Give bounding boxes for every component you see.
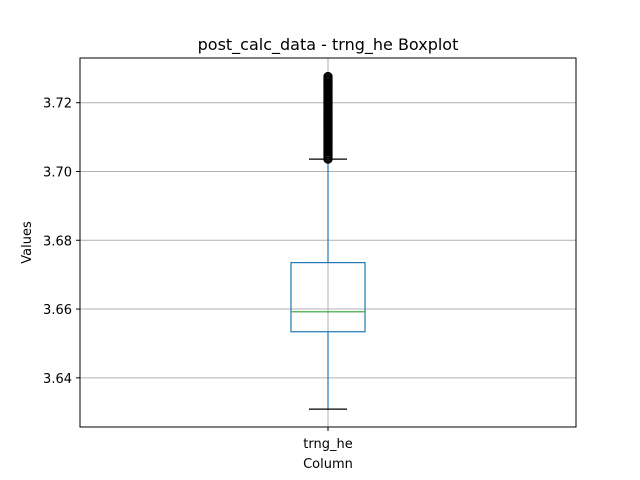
y-tick-label: 3.72: [43, 97, 72, 112]
y-tick-label: 3.64: [43, 372, 72, 387]
outlier-point: [323, 71, 333, 82]
y-tick-label: 3.68: [43, 234, 72, 249]
x-tick-label: trng_he: [303, 437, 352, 452]
x-axis-label: Column: [303, 457, 353, 472]
iqr-box: [290, 262, 366, 333]
outlier-points: [323, 71, 333, 164]
box-series: [290, 71, 366, 410]
y-tick-label: 3.66: [43, 303, 72, 318]
y-axis-label: Values: [20, 221, 35, 264]
axis-ticks: 3.64 3.66 3.68 3.70 3.72 trng_he: [43, 97, 353, 452]
chart-title: post_calc_data - trng_he Boxplot: [198, 35, 459, 55]
y-tick-label: 3.70: [43, 165, 72, 180]
